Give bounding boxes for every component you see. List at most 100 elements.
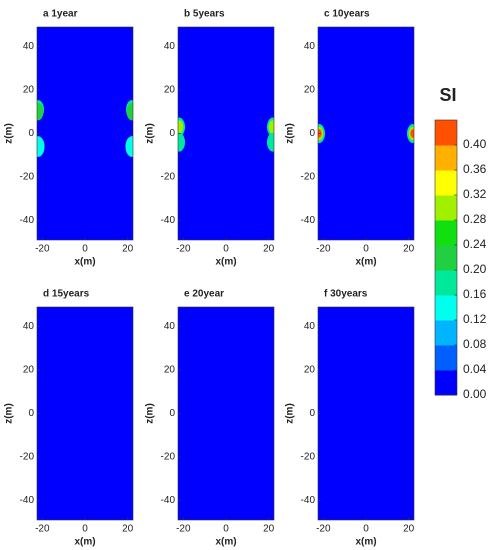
- y-tick-label: -40: [20, 495, 35, 506]
- x-tick-label: -20: [316, 524, 331, 535]
- x-tick-label: 20: [122, 524, 134, 535]
- colorbar-tick-label: 0.28: [463, 212, 487, 226]
- plot-background: [37, 27, 133, 240]
- hotspots: [178, 117, 274, 152]
- y-tick-label: -20: [301, 172, 316, 183]
- hotspots: [37, 100, 133, 157]
- plot-background: [318, 307, 414, 520]
- colorbar-band: [435, 145, 457, 171]
- colorbar-band: [435, 345, 457, 371]
- y-tick-label: -20: [20, 172, 35, 183]
- colorbar-band: [435, 270, 457, 296]
- colorbar-band: [435, 245, 457, 271]
- hotspot: [125, 136, 133, 157]
- y-tick-label: 0: [309, 128, 315, 139]
- y-tick-label: 0: [169, 128, 175, 139]
- colorbar-band: [435, 170, 457, 196]
- x-tick-label: 20: [263, 524, 275, 535]
- x-axis-label: x(m): [74, 257, 95, 268]
- plot-background: [37, 307, 133, 520]
- y-axis-label: z(m): [285, 403, 296, 424]
- colorbar-tick-label: 0.20: [463, 262, 487, 276]
- y-tick-label: 0: [28, 128, 34, 139]
- y-tick-label: 0: [169, 408, 175, 419]
- colorbar-tick-label: 0.32: [463, 187, 487, 201]
- hotspot: [178, 120, 184, 134]
- y-tick-label: 40: [164, 321, 176, 332]
- colorbar-title: SI: [439, 85, 456, 105]
- x-tick-label: 20: [403, 244, 415, 255]
- y-tick-label: 40: [23, 41, 35, 52]
- colorbar-tick-label: 0.24: [463, 237, 487, 251]
- y-tick-label: 20: [304, 365, 316, 376]
- x-tick-label: 0: [363, 524, 369, 535]
- y-tick-label: 20: [23, 85, 35, 96]
- hotspot: [268, 120, 274, 134]
- x-tick-label: 20: [263, 244, 275, 255]
- x-axis-label: x(m): [215, 257, 236, 268]
- colorbar-tick-label: 0.16: [463, 287, 487, 301]
- hotspot: [267, 132, 274, 152]
- y-axis-label: z(m): [145, 123, 156, 144]
- x-tick-label: -20: [176, 524, 191, 535]
- y-tick-label: 40: [23, 321, 35, 332]
- x-tick-label: 0: [363, 244, 369, 255]
- y-tick-label: 20: [23, 365, 35, 376]
- x-tick-label: -20: [316, 244, 331, 255]
- x-tick-label: -20: [35, 244, 50, 255]
- colorbar-tick-label: 0.08: [463, 337, 487, 351]
- y-tick-label: 20: [164, 85, 176, 96]
- panel-title: e 20year: [184, 289, 224, 300]
- panel-title: a 1year: [43, 9, 78, 20]
- colorbar-tick-label: 0.12: [463, 312, 487, 326]
- plot-background: [178, 307, 274, 520]
- y-tick-label: 40: [304, 321, 316, 332]
- plot-background: [318, 27, 414, 240]
- y-tick-label: -40: [161, 215, 176, 226]
- hotspot: [178, 132, 185, 152]
- colorbar-band: [435, 195, 457, 221]
- colorbar-band: [435, 220, 457, 246]
- panel-title: b 5years: [184, 9, 225, 20]
- y-axis-label: z(m): [4, 403, 15, 424]
- plot-background: [178, 27, 274, 240]
- y-axis-label: z(m): [285, 123, 296, 144]
- x-tick-label: 0: [82, 244, 88, 255]
- panel-title: f 30years: [324, 289, 368, 300]
- y-tick-label: -40: [161, 495, 176, 506]
- y-tick-label: 0: [28, 408, 34, 419]
- hotspot: [410, 129, 414, 138]
- y-tick-label: -20: [301, 452, 316, 463]
- y-tick-label: -40: [20, 215, 35, 226]
- colorbar-tick-label: 0.04: [463, 362, 487, 376]
- x-axis-label: x(m): [215, 537, 236, 548]
- x-tick-label: 0: [223, 244, 229, 255]
- y-tick-label: 20: [304, 85, 316, 96]
- y-tick-label: 40: [164, 41, 176, 52]
- colorbar-band: [435, 295, 457, 321]
- y-tick-label: -20: [161, 172, 176, 183]
- x-axis-label: x(m): [355, 257, 376, 268]
- hotspots: [318, 124, 414, 143]
- colorbar-tick-label: 0.00: [463, 387, 487, 401]
- colorbar-band: [435, 120, 457, 146]
- y-axis-label: z(m): [4, 123, 15, 144]
- y-tick-label: -20: [20, 452, 35, 463]
- hotspot: [37, 103, 44, 121]
- y-tick-label: -20: [161, 452, 176, 463]
- hotspot: [126, 103, 133, 121]
- hotspot: [37, 136, 45, 157]
- y-tick-label: 0: [309, 408, 315, 419]
- x-tick-label: -20: [176, 244, 191, 255]
- colorbar-frame: [434, 119, 458, 396]
- x-tick-label: 0: [223, 524, 229, 535]
- x-tick-label: -20: [35, 524, 50, 535]
- y-axis-label: z(m): [145, 403, 156, 424]
- panel-title: c 10years: [324, 9, 370, 20]
- y-tick-label: -40: [301, 215, 316, 226]
- colorbar-tick-label: 0.40: [463, 137, 487, 151]
- colorbar-band: [435, 370, 457, 396]
- colorbar-band: [435, 320, 457, 346]
- y-tick-label: -40: [301, 495, 316, 506]
